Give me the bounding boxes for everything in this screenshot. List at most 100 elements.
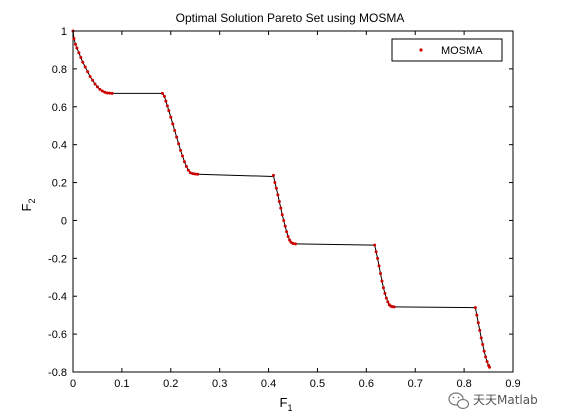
watermark: 天天Matlab (448, 392, 538, 410)
legend-box (391, 38, 503, 62)
data-point (105, 91, 109, 95)
data-point (83, 65, 87, 69)
data-point (271, 173, 275, 177)
data-point (95, 85, 99, 89)
chart-title: Optimal Solution Pareto Set using MOSMA (176, 11, 405, 25)
data-point (379, 271, 383, 275)
data-point (103, 90, 107, 94)
data-point (376, 256, 380, 260)
data-point (182, 160, 186, 164)
legend: MOSMA (391, 38, 503, 62)
data-point (274, 186, 278, 190)
data-point (162, 94, 166, 98)
x-axis-title-base: F (280, 395, 288, 410)
data-point (476, 321, 480, 325)
data-point (181, 154, 185, 158)
y-tick-label: 1 (61, 26, 67, 38)
data-point (169, 115, 173, 119)
x-tick-label: 0 (70, 378, 76, 390)
data-point (479, 336, 483, 340)
data-point (381, 286, 385, 290)
x-tick-label: 0.5 (310, 378, 325, 390)
data-point (291, 242, 295, 246)
data-point (186, 168, 190, 172)
data-point (193, 172, 197, 176)
data-point (484, 355, 488, 359)
data-point (384, 296, 388, 300)
data-point (164, 99, 168, 103)
data-point (473, 306, 477, 310)
x-tick-label: 0.7 (408, 378, 423, 390)
data-point (72, 37, 76, 41)
data-point (81, 60, 85, 64)
data-point (188, 171, 192, 175)
data-point (282, 218, 286, 222)
y-tick-label: 0.8 (52, 64, 67, 76)
data-point (288, 238, 292, 242)
data-point (110, 91, 114, 95)
data-point (285, 230, 289, 234)
x-axis-ticks: 0 0.1 0.2 0.3 0.4 0.5 0.6 0.7 0.8 0.9 (70, 31, 521, 390)
y-tick-label: -0.2 (48, 253, 67, 265)
y-tick-label: -0.6 (48, 329, 67, 341)
data-point (485, 360, 489, 364)
data-point (283, 224, 287, 228)
x-tick-label: 0.2 (163, 378, 178, 390)
data-point (386, 300, 390, 304)
data-point (392, 305, 396, 309)
data-point (286, 235, 290, 239)
wechat-icon (448, 392, 470, 410)
x-tick-label: 0.3 (212, 378, 227, 390)
data-point (279, 206, 283, 210)
y-axis-title-subscript: 2 (27, 199, 37, 204)
x-axis-title-subscript: 1 (287, 403, 292, 413)
y-tick-label: -0.4 (48, 291, 67, 303)
x-tick-label: 0.1 (114, 378, 129, 390)
y-tick-label: 0.4 (52, 140, 67, 152)
data-point (380, 279, 384, 283)
data-point (383, 291, 387, 295)
data-point (196, 172, 200, 176)
legend-label-mosma: MOSMA (441, 45, 483, 57)
data-point (293, 242, 297, 246)
data-point (276, 193, 280, 197)
x-tick-label: 0.9 (505, 378, 520, 390)
y-axis-title-base: F (19, 203, 34, 211)
plot-area: 0 0.1 0.2 0.3 0.4 0.5 0.6 0.7 0.8 0.9 -0.8-0.6-0.… (48, 26, 521, 390)
data-point (482, 349, 486, 353)
data-point (175, 135, 179, 139)
y-tick-label: 0 (61, 215, 67, 227)
series-connector-line (394, 306, 476, 309)
series-connector-line (295, 243, 375, 246)
data-point (177, 142, 181, 146)
data-point (98, 87, 102, 91)
data-point (191, 172, 195, 176)
data-point (488, 365, 492, 369)
data-point (179, 148, 183, 152)
data-point (273, 181, 277, 185)
series-layer (71, 29, 492, 369)
data-point (481, 343, 485, 347)
y-tick-label: 0.2 (52, 178, 67, 190)
data-point (77, 51, 81, 55)
series-connector-line (197, 173, 274, 177)
x-axis-title: F1 (280, 395, 293, 413)
x-tick-label: 0.4 (261, 378, 276, 390)
data-point (91, 78, 95, 82)
data-point (171, 122, 175, 126)
data-point (184, 164, 188, 168)
x-tick-label: 0.8 (456, 378, 471, 390)
data-point (165, 104, 169, 108)
data-point (373, 243, 377, 247)
data-point (86, 70, 90, 74)
data-point (377, 264, 381, 268)
data-point (79, 56, 83, 60)
data-point (374, 250, 378, 254)
data-point (88, 74, 92, 78)
x-tick-label: 0.6 (359, 378, 374, 390)
legend-marker (419, 48, 423, 52)
data-point (100, 89, 104, 93)
data-point (475, 313, 479, 317)
data-point (173, 128, 177, 132)
